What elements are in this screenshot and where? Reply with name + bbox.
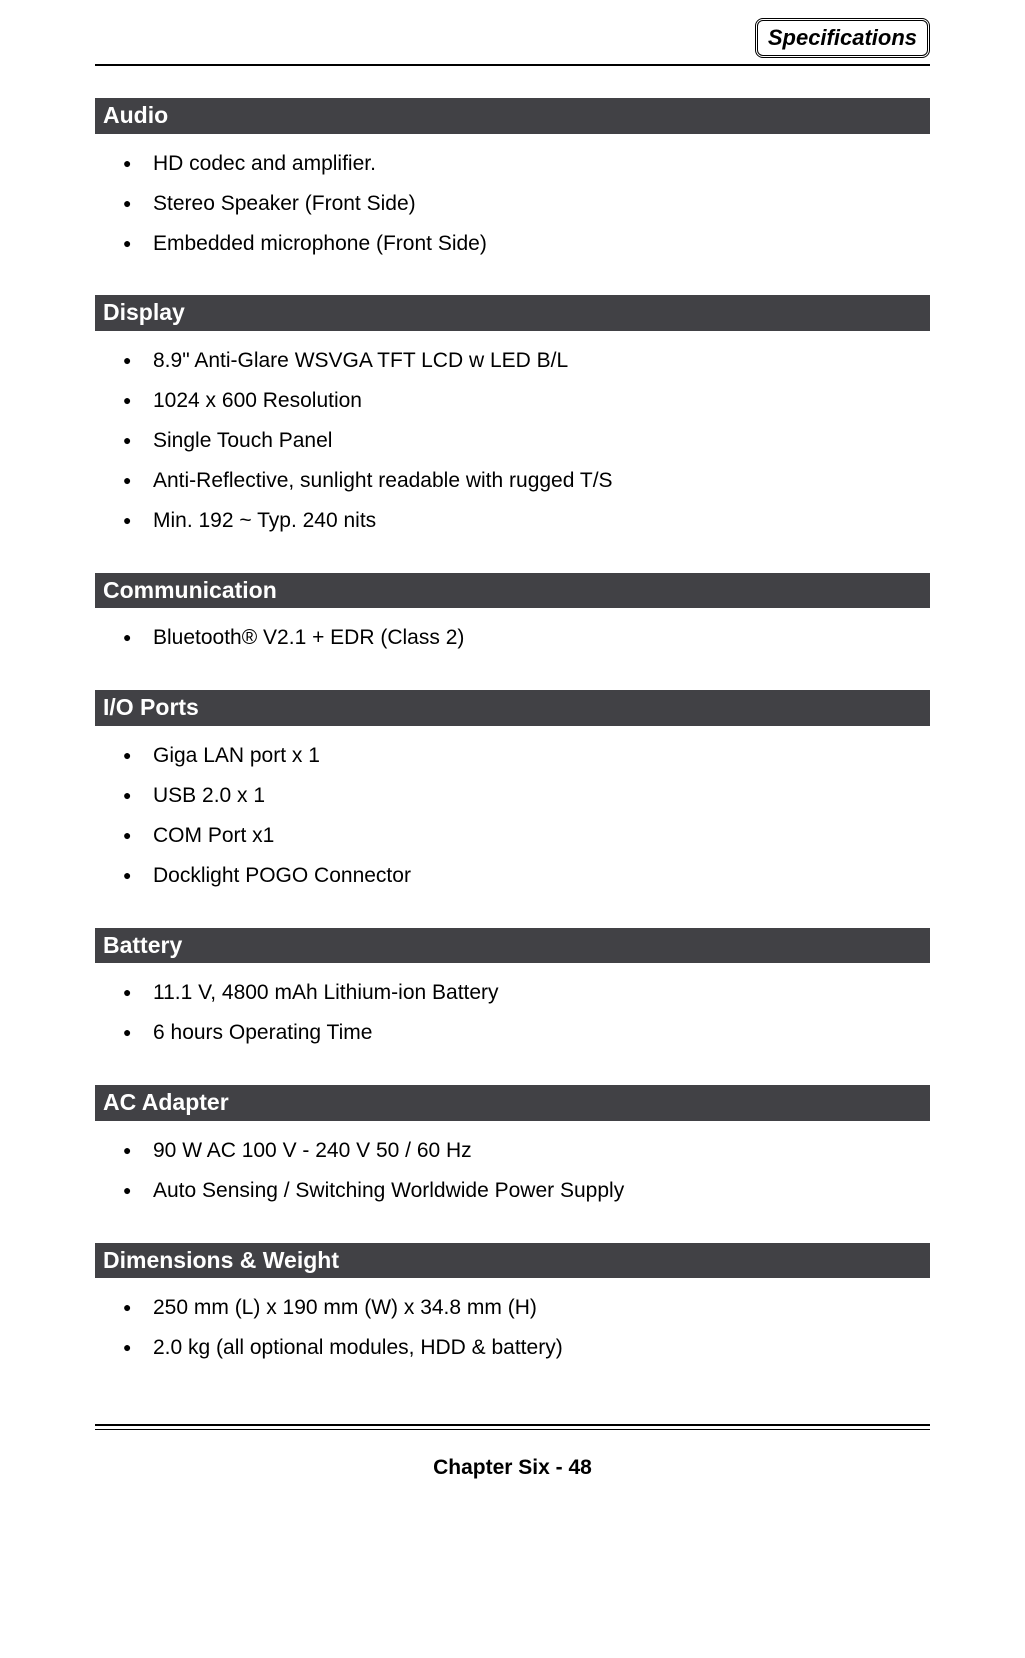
section: Audio HD codec and amplifier.Stereo Speak…: [95, 98, 930, 263]
page: Specifications Audio HD codec and amplifi…: [0, 0, 1025, 1520]
footer-rule-thick: [95, 1424, 930, 1426]
spec-list: 250 mm (L) x 190 mm (W) x 34.8 mm (H)2.0…: [95, 1288, 930, 1368]
section: Display 8.9" Anti-Glare WSVGA TFT LCD w L…: [95, 295, 930, 540]
specifications-badge: Specifications: [755, 18, 930, 58]
list-item: Stereo Speaker (Front Side): [123, 184, 930, 224]
section-header: Communication: [95, 573, 930, 609]
section: AC Adapter 90 W AC 100 V - 240 V 50 / 60 …: [95, 1085, 930, 1211]
list-item: 11.1 V, 4800 mAh Lithium-ion Battery: [123, 973, 930, 1013]
section: I/O Ports Giga LAN port x 1USB 2.0 x 1COM…: [95, 690, 930, 895]
section: Communication Bluetooth® V2.1 + EDR (Clas…: [95, 573, 930, 659]
list-item: Min. 192 ~ Typ. 240 nits: [123, 501, 930, 541]
list-item: Bluetooth® V2.1 + EDR (Class 2): [123, 618, 930, 658]
list-item: USB 2.0 x 1: [123, 776, 930, 816]
list-item: HD codec and amplifier.: [123, 144, 930, 184]
section-header: I/O Ports: [95, 690, 930, 726]
list-item: Docklight POGO Connector: [123, 856, 930, 896]
list-item: 90 W AC 100 V - 240 V 50 / 60 Hz: [123, 1131, 930, 1171]
list-item: COM Port x1: [123, 816, 930, 856]
section-header: Battery: [95, 928, 930, 964]
spec-list: 11.1 V, 4800 mAh Lithium-ion Battery6 ho…: [95, 973, 930, 1053]
spec-list: Giga LAN port x 1USB 2.0 x 1COM Port x1D…: [95, 736, 930, 896]
list-item: Embedded microphone (Front Side): [123, 224, 930, 264]
list-item: Anti-Reflective, sunlight readable with …: [123, 461, 930, 501]
footer-rule-thin: [95, 1429, 930, 1430]
list-item: 1024 x 600 Resolution: [123, 381, 930, 421]
sections-container: Audio HD codec and amplifier.Stereo Speak…: [95, 98, 930, 1368]
section: Battery 11.1 V, 4800 mAh Lithium-ion Batt…: [95, 928, 930, 1054]
section-header: Dimensions & Weight: [95, 1243, 930, 1279]
section: Dimensions & Weight 250 mm (L) x 190 mm (…: [95, 1243, 930, 1369]
list-item: 2.0 kg (all optional modules, HDD & batt…: [123, 1328, 930, 1368]
list-item: Giga LAN port x 1: [123, 736, 930, 776]
spec-list: 8.9" Anti-Glare WSVGA TFT LCD w LED B/L1…: [95, 341, 930, 540]
section-header: Display: [95, 295, 930, 331]
spec-list: Bluetooth® V2.1 + EDR (Class 2): [95, 618, 930, 658]
list-item: Single Touch Panel: [123, 421, 930, 461]
section-header: AC Adapter: [95, 1085, 930, 1121]
spec-list: HD codec and amplifier.Stereo Speaker (F…: [95, 144, 930, 264]
header-row: Specifications: [95, 18, 930, 58]
footer-rules: [95, 1424, 930, 1430]
footer-label: Chapter Six - 48: [95, 1456, 930, 1480]
header-rule: [95, 64, 930, 66]
section-header: Audio: [95, 98, 930, 134]
list-item: Auto Sensing / Switching Worldwide Power…: [123, 1171, 930, 1211]
spec-list: 90 W AC 100 V - 240 V 50 / 60 HzAuto Sen…: [95, 1131, 930, 1211]
list-item: 250 mm (L) x 190 mm (W) x 34.8 mm (H): [123, 1288, 930, 1328]
list-item: 6 hours Operating Time: [123, 1013, 930, 1053]
list-item: 8.9" Anti-Glare WSVGA TFT LCD w LED B/L: [123, 341, 930, 381]
